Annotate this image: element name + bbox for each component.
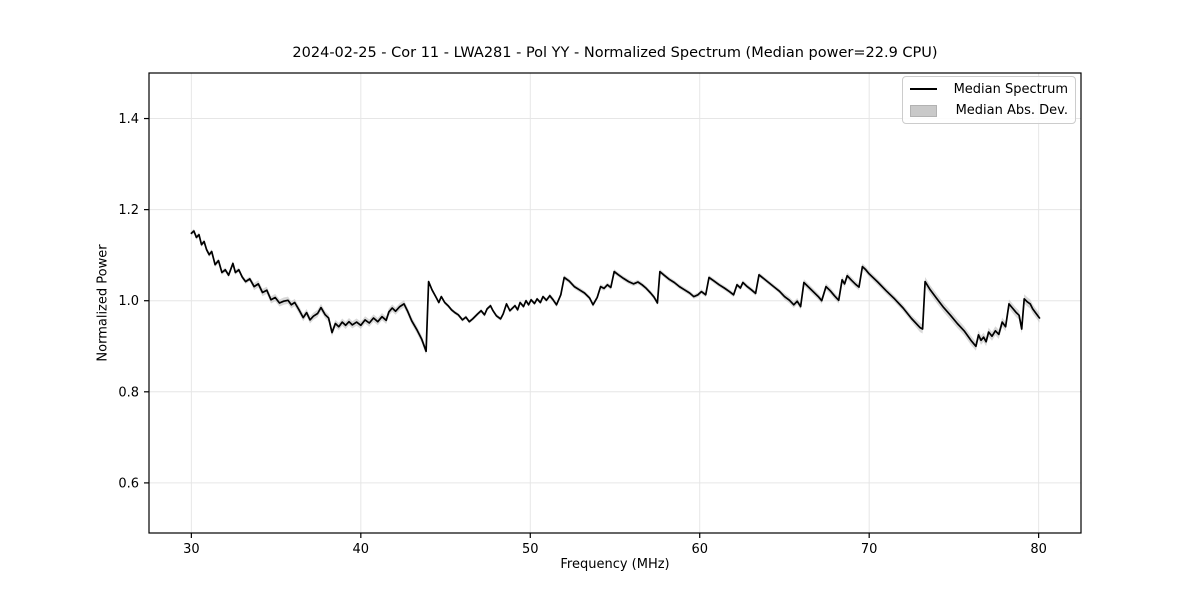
y-tick-label: 1.2 xyxy=(118,203,139,218)
median-abs-dev-band-icon xyxy=(910,104,940,117)
median-spectrum-line xyxy=(190,230,1041,353)
y-tick-label: 1.0 xyxy=(118,294,139,309)
legend-label: Median Abs. Dev. xyxy=(955,103,1068,119)
y-axis-label: Normalized Power xyxy=(95,244,111,362)
x-tick-label: 30 xyxy=(183,542,200,557)
y-tick-label: 1.4 xyxy=(118,112,139,127)
y-tick-label: 0.6 xyxy=(118,476,139,491)
legend-row-median-spectrum: Median Spectrum xyxy=(910,81,1068,98)
x-axis-label: Frequency (MHz) xyxy=(560,557,670,572)
median-spectrum-line-icon xyxy=(910,88,940,91)
axes-spines xyxy=(148,72,1082,534)
x-tick-label: 50 xyxy=(522,542,539,557)
x-tick-label: 80 xyxy=(1030,542,1047,557)
x-tick-label: 60 xyxy=(691,542,708,557)
x-tick-label: 40 xyxy=(353,542,370,557)
y-tick-label: 0.8 xyxy=(118,385,139,400)
legend: Median Spectrum Median Abs. Dev. xyxy=(902,76,1076,124)
x-tick-label: 70 xyxy=(861,542,878,557)
legend-row-median-abs-dev: Median Abs. Dev. xyxy=(910,103,1068,120)
legend-label: Median Spectrum xyxy=(953,81,1068,97)
median-abs-dev-band xyxy=(191,228,1040,355)
chart-title: 2024-02-25 - Cor 11 - LWA281 - Pol YY - … xyxy=(292,45,938,61)
